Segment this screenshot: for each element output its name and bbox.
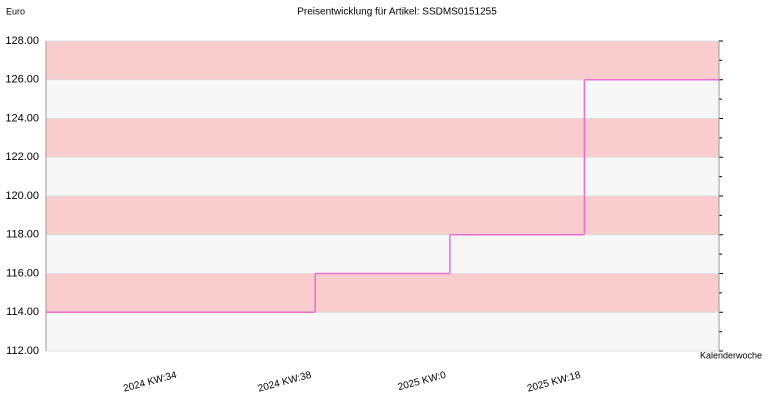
- y-tick-label: 112.00: [6, 345, 39, 357]
- x-tick-label: 2024 KW:34: [122, 370, 178, 395]
- band: [46, 157, 719, 196]
- band: [46, 79, 719, 119]
- y-tick-label: 114.00: [6, 306, 39, 318]
- x-axis-label: Kalenderwoche: [700, 350, 762, 360]
- band: [46, 273, 719, 313]
- x-tick-label: 2025 KW:0: [397, 370, 448, 393]
- y-tick-label: 118.00: [6, 229, 39, 241]
- y-tick-label: 116.00: [6, 267, 39, 279]
- y-tick-label: 122.00: [5, 151, 39, 163]
- y-axis-label: Euro: [6, 6, 25, 16]
- y-tick-label: 120.00: [5, 190, 39, 202]
- y-tick-label: 128.00: [5, 35, 39, 47]
- y-tick-label: 124.00: [5, 112, 39, 124]
- band: [46, 41, 719, 80]
- x-tick-label: 2025 KW:18: [526, 370, 582, 395]
- band: [46, 196, 719, 235]
- x-tick-label: 2024 KW:38: [257, 370, 313, 395]
- band: [46, 234, 719, 274]
- y-tick-label: 126.00: [5, 74, 39, 86]
- chart-title: Preisentwicklung für Artikel: SSDMS01512…: [297, 7, 497, 18]
- band: [46, 312, 719, 351]
- band: [46, 118, 719, 158]
